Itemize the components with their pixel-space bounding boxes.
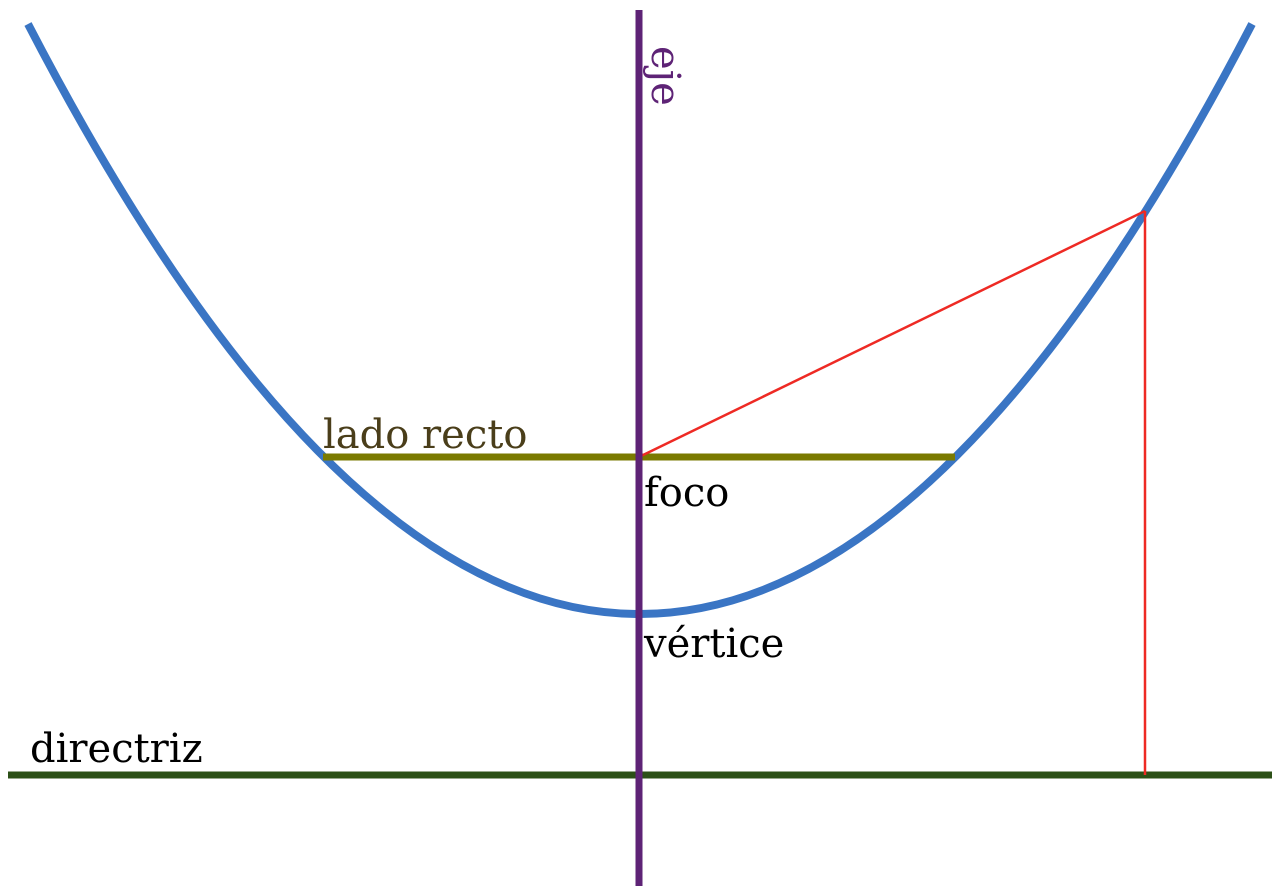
focus-to-point-line xyxy=(638,209,1146,459)
focus-label: foco xyxy=(644,470,729,516)
axis-label: eje xyxy=(642,46,688,106)
directrix-label: directriz xyxy=(30,726,203,772)
latus-rectum-label: lado recto xyxy=(323,412,527,458)
vertex-label: vértice xyxy=(643,621,784,667)
